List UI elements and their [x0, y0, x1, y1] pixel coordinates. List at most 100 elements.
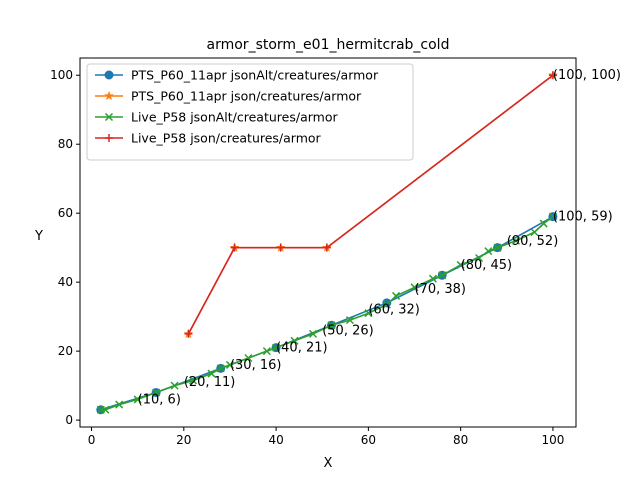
y-tick-label-100: 100 — [50, 68, 73, 82]
legend-label-4: Live_P58 json/creatures/armor — [131, 131, 322, 146]
series-3-point-7 — [189, 376, 198, 385]
series-3-point-16 — [327, 321, 336, 330]
series-3-point-18-shape — [364, 309, 373, 318]
series-4-point-5 — [548, 71, 557, 80]
annotation-layer: (10, 6)(20, 11) (30, 16) (40, 21) (50, 26) (… — [138, 68, 621, 407]
series-3-point-6 — [170, 381, 179, 390]
y-tick-label-40: 40 — [58, 275, 73, 289]
series-3-point-2-shape — [101, 405, 110, 414]
legend-swatch-marker-3 — [104, 112, 114, 122]
series-3-point-4 — [133, 395, 142, 404]
series-3-point-28 — [511, 236, 521, 245]
legend-item-2: PTS_P60_11apr json/creatures/armor — [95, 89, 362, 104]
series-3-point-17 — [345, 316, 354, 325]
series-3-point-26 — [484, 247, 493, 256]
data-label-6: (60, 32) — [368, 303, 420, 318]
series-3-point-10 — [225, 360, 234, 369]
legend-swatch-marker-2 — [103, 90, 115, 101]
series-3-point-30 — [539, 219, 548, 228]
series-3-point-24-shape — [456, 260, 465, 269]
series-3-point-18 — [364, 309, 373, 318]
legend-item-1: PTS_P60_11apr jsonAlt/creatures/armor — [95, 68, 379, 83]
series-3-point-13-shape — [272, 343, 281, 352]
series-3-point-3 — [115, 400, 124, 409]
data-label-9: (90, 52) — [507, 234, 559, 249]
x-axis-label: X — [324, 456, 333, 471]
series-3-point-5-shape — [152, 388, 161, 397]
series-4-point-4-shape — [322, 243, 331, 252]
series-3 — [96, 212, 557, 414]
data-label-2: (20, 11) — [184, 375, 236, 390]
x-tick-label-0: 0 — [88, 433, 96, 447]
series-3-point-28-shape — [511, 236, 521, 245]
y-tick-label-0: 0 — [65, 413, 73, 427]
series-3-point-15-shape — [308, 329, 318, 338]
x-tick-label-100: 100 — [541, 433, 564, 447]
series-3-point-8 — [207, 369, 216, 378]
legend-swatch-marker-1 — [104, 70, 114, 80]
series-4-point-2-shape — [230, 243, 239, 252]
data-label-4: (40, 21) — [276, 341, 328, 356]
legend-item-3: Live_P58 jsonAlt/creatures/armor — [95, 110, 338, 125]
x-axis: 0 20 40 60 80 100 — [88, 427, 564, 447]
series-layer — [96, 69, 558, 415]
y-tick-label-80: 80 — [58, 137, 73, 151]
series-3-point-9 — [216, 364, 225, 373]
data-label-5: (50, 26) — [322, 323, 374, 338]
series-3-point-11-shape — [244, 353, 253, 363]
y-tick-label-20: 20 — [58, 344, 73, 358]
series-3-point-27-shape — [493, 243, 502, 252]
series-3-point-25-shape — [475, 253, 484, 263]
legend-label-2: PTS_P60_11apr json/creatures/armor — [131, 89, 362, 104]
legend-swatch-marker-2-shape — [103, 90, 115, 101]
x-tick-label-60: 60 — [361, 433, 376, 447]
x-tick-label-40: 40 — [268, 433, 283, 447]
series-3-point-19 — [382, 300, 391, 309]
legend-frame — [86, 63, 414, 161]
data-label-3: (30, 16) — [230, 358, 282, 373]
series-3-point-3-shape — [115, 400, 124, 409]
series-3-point-8-shape — [207, 369, 216, 378]
series-3-point-29-shape — [530, 228, 539, 237]
data-label-7: (70, 38) — [415, 282, 467, 297]
y-tick-label-60: 60 — [58, 206, 73, 220]
y-axis: 0 20 40 60 80 100 — [50, 68, 80, 427]
plot-frame — [79, 57, 577, 428]
series-3-point-5 — [152, 388, 161, 397]
x-tick-label-80: 80 — [453, 433, 468, 447]
series-3-point-30-shape — [539, 219, 548, 228]
series-4-point-5-shape — [548, 71, 557, 80]
series-3-point-11 — [244, 353, 253, 363]
series-3-point-2 — [101, 405, 110, 414]
series-4-point-3 — [276, 243, 285, 252]
legend-item-4: Live_P58 json/creatures/armor — [95, 131, 322, 146]
data-label-1: (10, 6) — [138, 392, 181, 407]
series-3-point-15 — [308, 329, 318, 338]
legend-swatch-marker-3-shape — [104, 112, 114, 122]
series-3-point-31-shape — [548, 212, 557, 221]
series-3-point-31 — [548, 212, 557, 221]
series-3-point-22 — [428, 274, 437, 283]
series-3-point-19-shape — [382, 300, 391, 309]
series-3-point-12-shape — [262, 347, 271, 356]
y-axis-label: Y — [34, 229, 43, 244]
legend-label-1: PTS_P60_11apr jsonAlt/creatures/armor — [131, 68, 379, 83]
data-label-11: (100, 100) — [553, 68, 621, 83]
series-3-point-21 — [410, 283, 419, 292]
series-3-point-26-shape — [484, 247, 493, 256]
series-4-point-4 — [322, 243, 331, 252]
legend: PTS_P60_11apr jsonAlt/creatures/armor PTS… — [86, 63, 414, 161]
series-3-point-14-shape — [290, 336, 299, 345]
data-label-10: (100, 59) — [553, 210, 613, 225]
series-3-point-7-shape — [189, 376, 198, 385]
chart-title: armor_storm_e01_hermitcrab_cold — [207, 37, 450, 53]
series-4-point-2 — [230, 243, 239, 252]
series-3-point-4-shape — [133, 395, 142, 404]
series-3-point-9-shape — [216, 364, 225, 373]
series-4-point-3-shape — [276, 243, 285, 252]
x-tick-label-20: 20 — [176, 433, 191, 447]
series-3-point-24 — [456, 260, 465, 269]
series-3-point-27 — [493, 243, 502, 252]
series-3-point-21-shape — [410, 283, 419, 292]
data-label-8: (80, 45) — [461, 258, 512, 273]
